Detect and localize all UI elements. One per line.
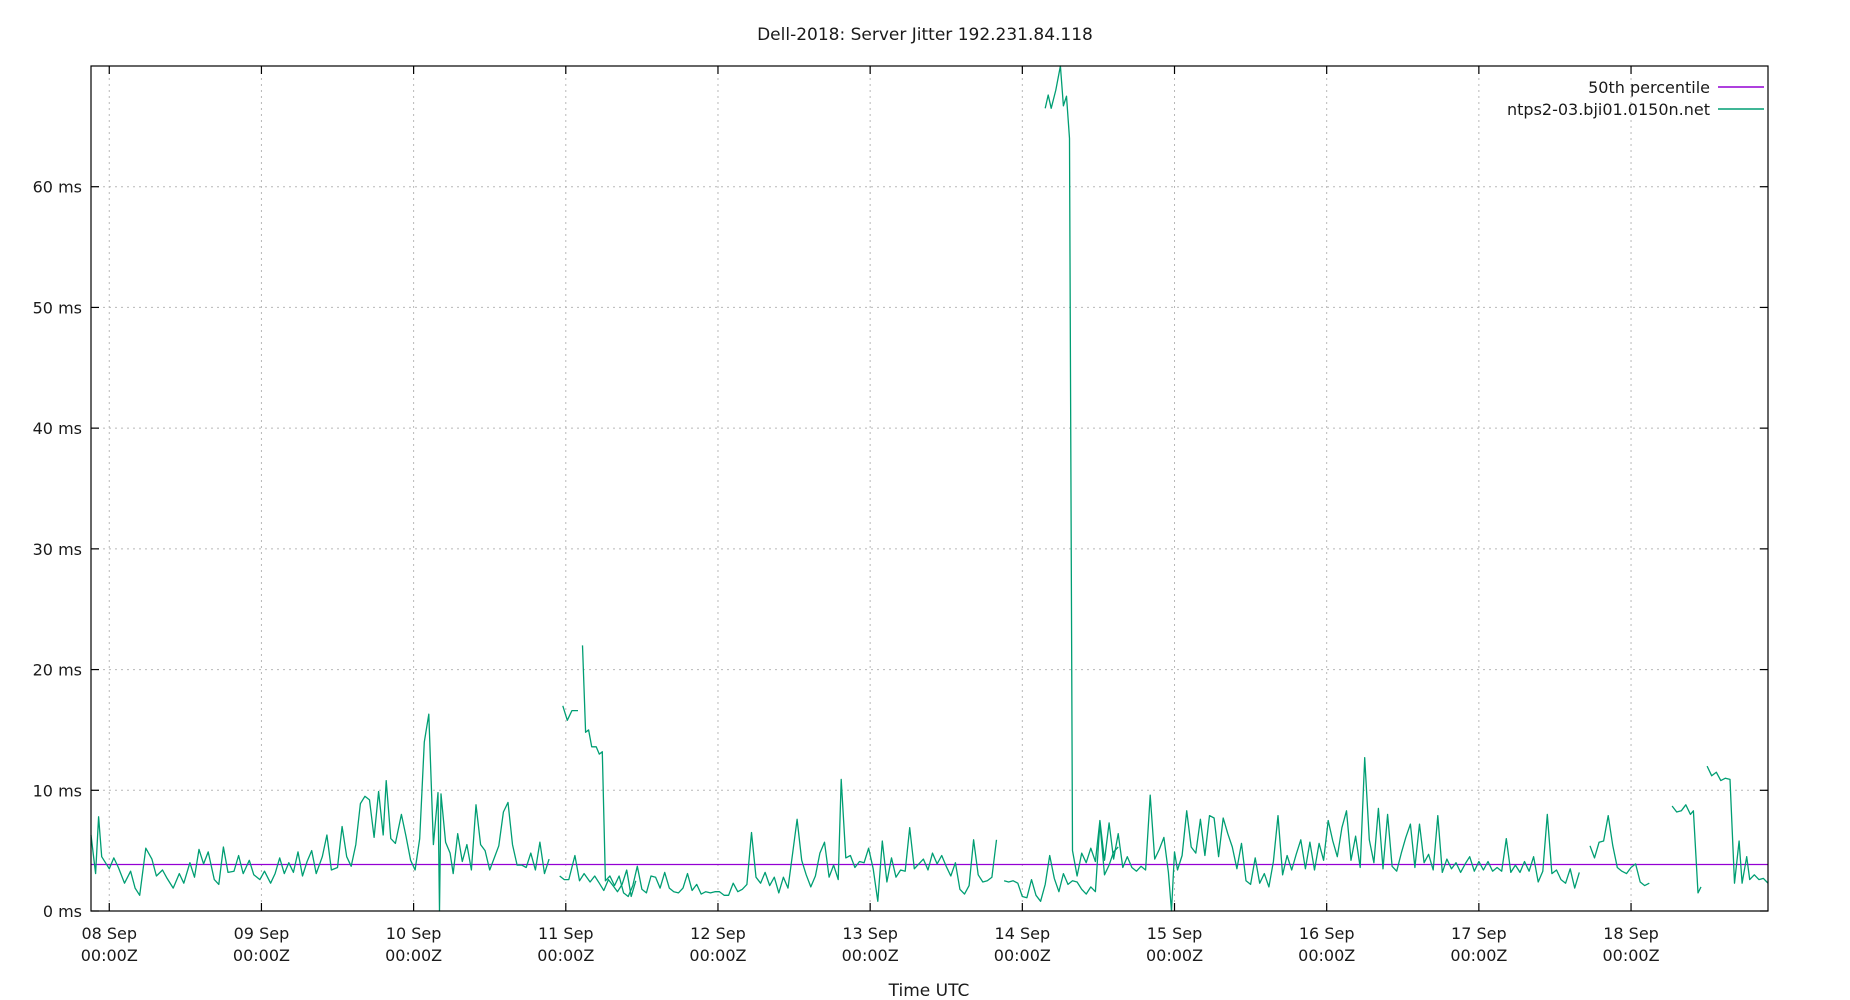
legend-entry-label: ntps2-03.bji01.0150n.net [1507,100,1710,119]
y-tick-label: 0 ms [43,902,82,921]
axis-ticks: 0 ms 10 ms 20 ms 30 ms 40 ms 50 ms 60 ms 08 Sep… [33,66,1768,965]
x-tick-label: 16 Sep 00:00Z [1298,924,1355,965]
series-jitter [90,65,1769,912]
x-tick-label: 09 Sep 00:00Z [233,924,290,965]
y-tick-label: 20 ms [33,661,82,680]
x-tick-label: 10 Sep 00:00Z [385,924,442,965]
chart-title: Dell-2018: Server Jitter 192.231.84.118 [757,25,1093,45]
y-tick-label: 30 ms [33,540,82,559]
series-line [90,713,550,912]
series-line [581,645,998,902]
series-line [559,854,637,898]
series-line [1003,822,1119,902]
y-tick-label: 10 ms [33,781,82,800]
series-line [1671,804,1702,894]
x-tick-label: 17 Sep 00:00Z [1450,924,1507,965]
data-series [90,65,1769,912]
x-tick-label: 14 Sep 00:00Z [994,924,1051,965]
x-tick-label: 11 Sep 00:00Z [537,924,594,965]
x-tick-label: 18 Sep 00:00Z [1603,924,1660,965]
series-line [562,705,578,721]
series-line [1589,814,1650,887]
y-tick-label: 60 ms [33,178,82,197]
y-tick-label: 50 ms [33,298,82,317]
legend: 50th percentile ntps2-03.bji01.0150n.net [1507,78,1764,119]
x-tick-label: 13 Sep 00:00Z [842,924,899,965]
legend-entry-label: 50th percentile [1588,78,1710,97]
x-tick-label: 12 Sep 00:00Z [689,924,746,965]
x-axis-label: Time UTC [888,981,970,1000]
x-tick-label: 08 Sep 00:00Z [81,924,138,965]
plot-frame [90,65,1769,912]
x-tick-label: 15 Sep 00:00Z [1146,924,1203,965]
series-line [1044,65,1580,912]
grid-lines [91,66,1768,911]
y-tick-label: 40 ms [33,419,82,438]
series-line [1706,765,1769,884]
